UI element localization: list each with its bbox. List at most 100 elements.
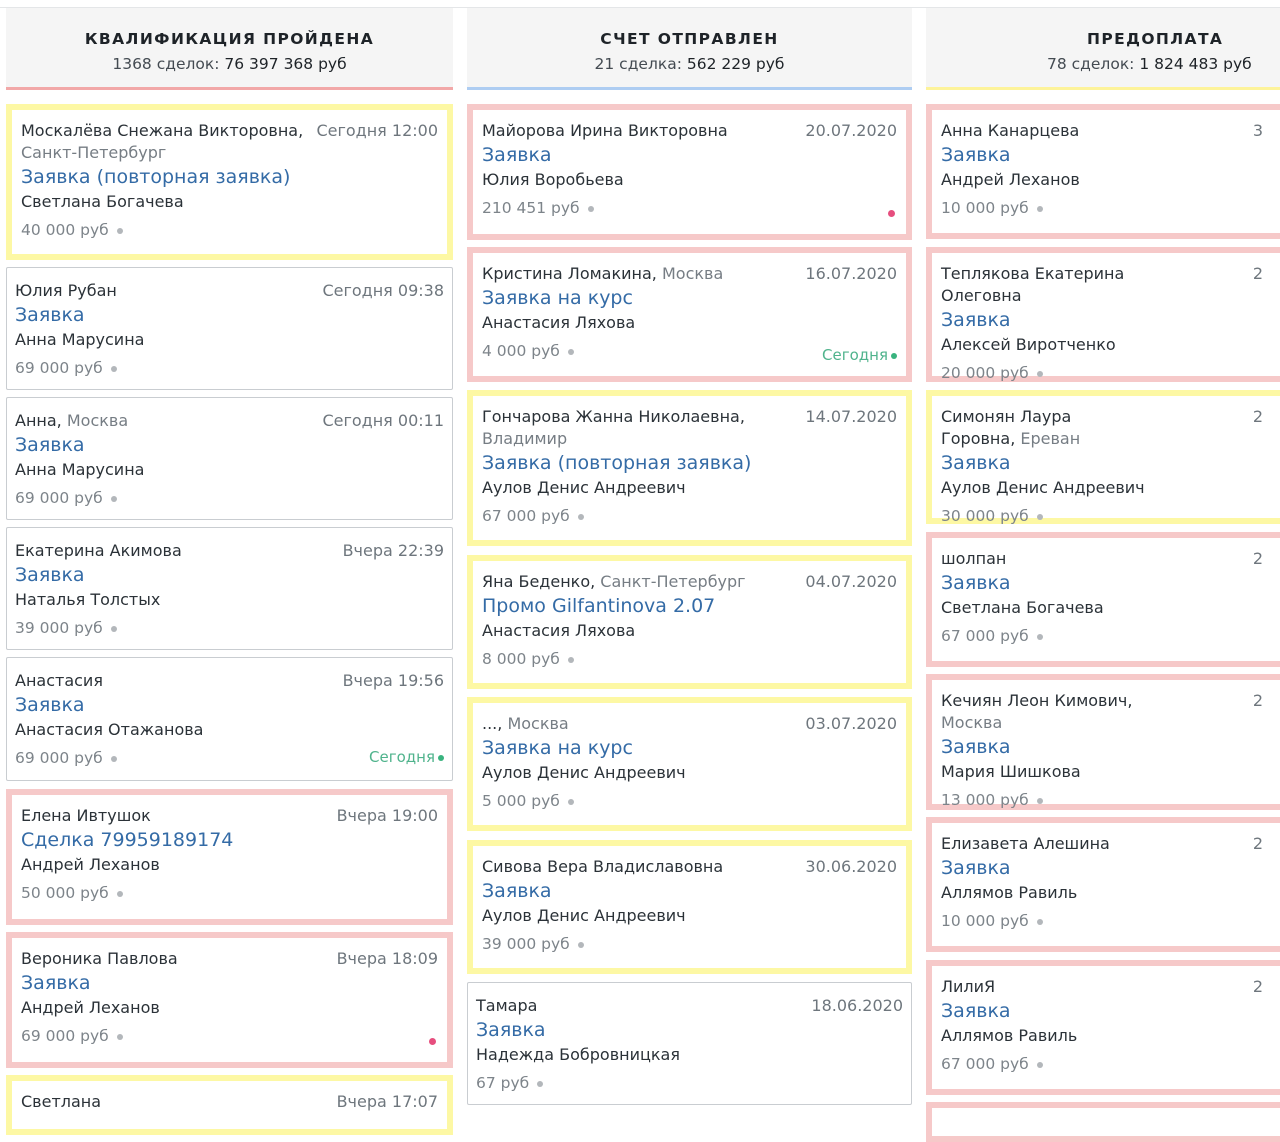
deal-link[interactable]: Заявка <box>941 736 1011 758</box>
top-strip <box>0 0 1280 8</box>
deal-date: 2 <box>1252 549 1263 568</box>
deal-date: Вчера 17:07 <box>336 1092 438 1111</box>
deal-card[interactable]: Анна Канарцева 3 Заявка Андрей Леханов 10… <box>926 104 1280 239</box>
contact-name: Гончарова Жанна Николаевна, <box>482 407 745 426</box>
responsible-user: Аулов Денис Андреевич <box>482 906 686 925</box>
deal-price: 8 000 руб <box>482 648 897 670</box>
deal-card[interactable]: Москалёва Снежана Викторовна, Санкт-Петер… <box>6 104 453 260</box>
deal-link[interactable]: Заявка <box>482 880 552 902</box>
status-dot <box>116 227 123 234</box>
contact-city: Москва <box>66 411 129 430</box>
deal-card[interactable]: Майорова Ирина Викторовна 20.07.2020 Заяв… <box>467 104 912 240</box>
deal-date: 2 <box>1252 407 1263 426</box>
deal-link[interactable]: Заявка <box>941 1000 1011 1022</box>
deal-card[interactable] <box>926 1102 1280 1142</box>
status-dot <box>891 352 897 359</box>
deal-card[interactable]: Симонян Лаура Горовна, Ереван 2 Заявка Ау… <box>926 390 1280 525</box>
deal-link[interactable]: Промо Gilfantinova 2.07 <box>482 595 716 617</box>
deal-link[interactable]: Сделка 79959189174 <box>21 829 234 851</box>
deal-card[interactable]: ..., Москва 03.07.2020 Заявка на курс Аул… <box>467 697 912 831</box>
deal-date: 04.07.2020 <box>805 572 897 591</box>
status-dot <box>1036 205 1043 212</box>
contact-name: Кечиян Леон Кимович, <box>941 691 1133 710</box>
deal-date: Сегодня 09:38 <box>322 281 444 300</box>
status-dot <box>110 625 117 632</box>
responsible-user: Андрей Леханов <box>21 855 160 874</box>
deal-card[interactable]: Теплякова Екатерина Олеговна 2 Заявка Але… <box>926 247 1280 382</box>
deal-card[interactable]: Гончарова Жанна Николаевна, Владимир 14.07… <box>467 390 912 546</box>
status-dot <box>110 755 117 762</box>
deal-count: 78 сделок: <box>1047 55 1135 73</box>
deal-card[interactable]: Кечиян Леон Кимович, Москва 2 Заявка Мари… <box>926 674 1280 810</box>
contact-name: Вероника Павлова <box>21 949 178 968</box>
status-dot <box>116 1033 123 1040</box>
responsible-user: Мария Шишкова <box>941 762 1081 781</box>
deal-link[interactable]: Заявка <box>15 564 85 586</box>
status-dot <box>1036 918 1043 925</box>
column-title: СЧЕТ ОТПРАВЛЕН <box>600 30 779 48</box>
deal-link[interactable]: Заявка <box>15 304 85 326</box>
deal-date: 14.07.2020 <box>805 407 897 426</box>
contact-name: Анна, <box>15 411 62 430</box>
contact-name: Кристина Ломакина, <box>482 264 657 283</box>
deal-link[interactable]: Заявка <box>482 144 552 166</box>
deal-price: 13 000 руб <box>941 789 1271 811</box>
deal-card[interactable]: Анна, Москва Сегодня 00:11 Заявка Анна Ма… <box>6 397 453 520</box>
deal-link[interactable]: Заявка <box>476 1019 546 1041</box>
status-dot <box>1036 797 1043 804</box>
deal-card[interactable]: Елена Ивтушок Вчера 19:00 Сделка 79959189… <box>6 789 453 925</box>
contact-name: Яна Беденко, <box>482 572 596 591</box>
deal-card[interactable]: Елизавета Алешина 2 Заявка Аллямов Равиль… <box>926 817 1280 952</box>
responsible-user: Алексей Виротченко <box>941 335 1116 354</box>
deal-sum: 76 397 368 руб <box>224 55 347 73</box>
deal-price: 67 000 руб <box>482 505 897 527</box>
deal-price: 67 000 руб <box>941 1053 1271 1075</box>
deal-card[interactable]: Сивова Вера Владиславовна 30.06.2020 Заяв… <box>467 840 912 974</box>
contact-name: ЛилиЯ <box>941 977 996 996</box>
responsible-user: Андрей Леханов <box>941 170 1080 189</box>
status-dot <box>577 513 584 520</box>
contact-name: Екатерина Акимова <box>15 541 182 560</box>
responsible-user: Светлана Богачева <box>21 192 184 211</box>
deal-card[interactable]: Вероника Павлова Вчера 18:09 Заявка Андре… <box>6 932 453 1068</box>
deal-link[interactable]: Заявка <box>941 572 1011 594</box>
deal-card[interactable]: Кристина Ломакина, Москва 16.07.2020 Заяв… <box>467 247 912 382</box>
status-dot <box>116 890 123 897</box>
deal-card[interactable]: Яна Беденко, Санкт-Петербург 04.07.2020 П… <box>467 555 912 689</box>
deal-price: 210 451 руб <box>482 197 897 219</box>
column-header: КВАЛИФИКАЦИЯ ПРОЙДЕНА 1368 сделок: 76 39… <box>6 8 453 90</box>
deal-card[interactable]: шолпан 2 Заявка Светлана Богачева 67 000 … <box>926 532 1280 667</box>
deal-link[interactable]: Заявка <box>15 694 85 716</box>
deal-card[interactable]: Светлана Вчера 17:07 <box>6 1075 453 1135</box>
deal-link[interactable]: Заявка <box>941 144 1011 166</box>
deal-link[interactable]: Заявка <box>21 972 91 994</box>
contact-city: Москва <box>661 264 724 283</box>
deal-card[interactable]: ЛилиЯ 2 Заявка Аллямов Равиль 67 000 руб <box>926 960 1280 1095</box>
responsible-user: Анастасия Ляхова <box>482 313 636 332</box>
deal-date: Сегодня 12:00 <box>316 121 438 140</box>
column-summary: 1368 сделок: 76 397 368 руб <box>6 55 453 73</box>
deal-card[interactable]: Юлия Рубан Сегодня 09:38 Заявка Анна Мару… <box>6 267 453 390</box>
deal-link[interactable]: Заявка <box>15 434 85 456</box>
column-color-line <box>6 87 453 90</box>
deal-sum: 562 229 руб <box>686 55 785 73</box>
deal-link[interactable]: Заявка <box>941 857 1011 879</box>
deal-link[interactable]: Заявка на курс <box>482 287 633 309</box>
responsible-user: Аллямов Равиль <box>941 1026 1078 1045</box>
deal-card[interactable]: Тамара 18.06.2020 Заявка Надежда Бобровни… <box>467 982 912 1105</box>
status-dot <box>110 365 117 372</box>
deal-link[interactable]: Заявка <box>941 309 1011 331</box>
deal-card[interactable]: Анастасия Вчера 19:56 Заявка Анастасия От… <box>6 657 453 781</box>
deal-date: 2 <box>1252 264 1263 283</box>
contact-name: Юлия Рубан <box>15 281 117 300</box>
deal-card[interactable]: Екатерина Акимова Вчера 22:39 Заявка Ната… <box>6 527 453 650</box>
deal-price: 39 000 руб <box>15 617 444 639</box>
status-dot <box>567 798 574 805</box>
responsible-user: Анна Марусина <box>15 330 145 349</box>
deal-price: 5 000 руб <box>482 790 897 812</box>
deal-link[interactable]: Заявка (повторная заявка) <box>21 166 291 188</box>
deal-link[interactable]: Заявка (повторная заявка) <box>482 452 752 474</box>
deal-link[interactable]: Заявка на курс <box>482 737 633 759</box>
deal-date: 30.06.2020 <box>805 857 897 876</box>
deal-link[interactable]: Заявка <box>941 452 1011 474</box>
